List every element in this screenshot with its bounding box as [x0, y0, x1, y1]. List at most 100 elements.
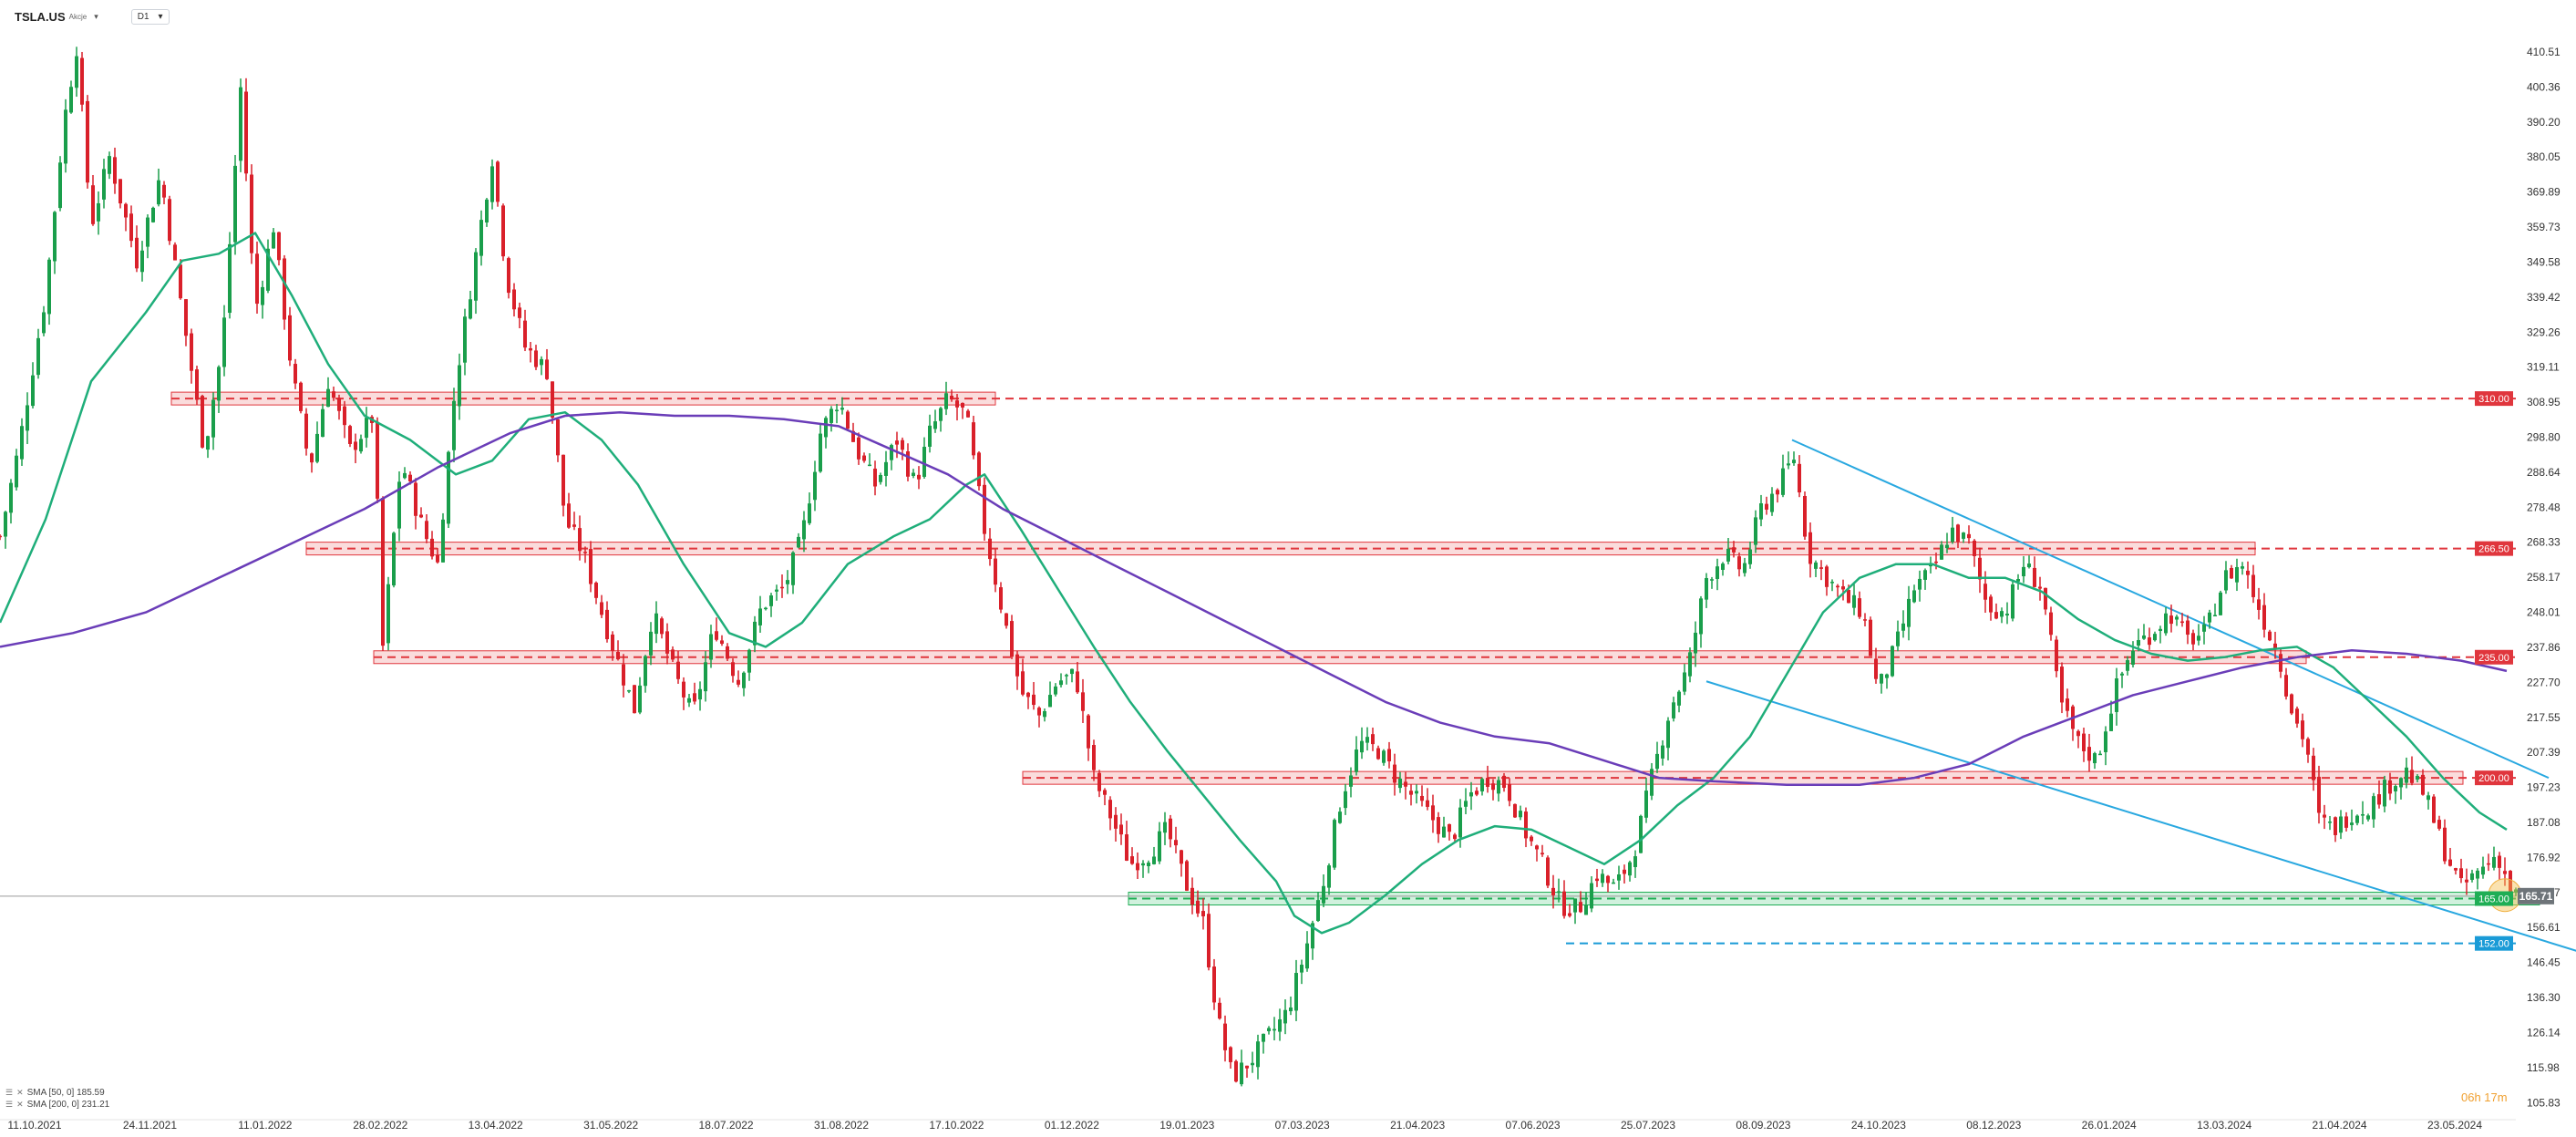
candle [80, 57, 84, 105]
y-tick-label: 105.83 [2527, 1096, 2561, 1109]
candle [436, 554, 439, 563]
candle [693, 693, 696, 702]
candle [895, 440, 899, 445]
candle [97, 202, 100, 222]
candle [2443, 827, 2447, 862]
level-badge[interactable] [2475, 391, 2513, 407]
candle [1240, 1062, 1243, 1085]
trendline-1[interactable] [1791, 439, 2550, 780]
candle [2448, 859, 2452, 866]
candle [764, 607, 768, 610]
y-tick-label: 308.95 [2527, 396, 2561, 408]
close-icon[interactable]: ✕ [16, 1088, 24, 1097]
candle [1294, 973, 1298, 1011]
candle [419, 514, 423, 518]
level-badge[interactable] [2475, 891, 2513, 906]
candle [179, 264, 182, 299]
indicator-settings-icon[interactable]: ☰ [5, 1088, 14, 1097]
candle [1333, 820, 1336, 868]
indicator-settings-icon[interactable]: ☰ [5, 1100, 14, 1109]
candle [1147, 863, 1150, 866]
candle [9, 482, 13, 513]
candle [1847, 590, 1850, 604]
candle [2399, 778, 2403, 788]
candle [2498, 855, 2501, 868]
candle [1666, 720, 1670, 749]
candle [780, 586, 784, 589]
candle [1584, 904, 1588, 915]
candle [572, 524, 576, 527]
candle [239, 87, 242, 161]
candle [1398, 778, 1402, 789]
candle [2164, 613, 2168, 634]
level-badge-label: 200.00 [2478, 773, 2509, 784]
candle [1819, 567, 1823, 569]
candle [562, 454, 565, 506]
y-tick-label: 339.42 [2527, 291, 2561, 304]
level-badge[interactable] [2475, 935, 2513, 951]
level-badge[interactable] [2475, 770, 2513, 786]
legend-label: SMA [50, 0] 185.59 [26, 1088, 105, 1098]
candle [157, 180, 160, 205]
candle [2115, 678, 2118, 712]
y-tick-label: 136.30 [2527, 991, 2561, 1004]
candle [1644, 791, 1648, 818]
symbol-name[interactable]: TSLA.US [15, 9, 66, 24]
y-tick-label: 126.14 [2527, 1026, 2561, 1039]
sma50-line[interactable] [0, 232, 2508, 935]
candle [211, 399, 215, 438]
candle [113, 157, 117, 184]
candle [441, 519, 445, 563]
candle [1305, 943, 1309, 969]
legend-item-sma50[interactable]: ☰ ✕ SMA [50, 0] 185.59 [5, 1087, 109, 1099]
candle [2301, 720, 2304, 739]
candle [135, 237, 139, 269]
candle [1650, 769, 1654, 796]
level-badge[interactable] [2475, 541, 2513, 556]
candle [195, 369, 199, 400]
candle [2366, 815, 2370, 820]
sma200-line[interactable] [0, 410, 2508, 786]
legend-item-sma200[interactable]: ☰ ✕ SMA [200, 0] 231.21 [5, 1099, 109, 1111]
candle [2492, 856, 2496, 868]
candle [1699, 598, 1703, 635]
candle [222, 317, 226, 367]
candle [2427, 795, 2430, 801]
symbol-dropdown-icon[interactable]: ▾ [94, 11, 98, 21]
candle [1798, 463, 1801, 493]
candle [1453, 834, 1457, 840]
candle [1437, 817, 1440, 834]
candle [2241, 566, 2244, 569]
x-tick-label: 24.11.2021 [123, 1119, 177, 1132]
candle [1393, 764, 1396, 783]
candle [2405, 767, 2408, 783]
candle [1765, 503, 1768, 510]
candle [2273, 643, 2277, 649]
trendline-2[interactable] [1705, 680, 2576, 974]
candle [1103, 790, 1107, 795]
candle [365, 418, 368, 439]
y-tick-label: 207.39 [2527, 746, 2561, 759]
x-tick-label: 11.01.2022 [238, 1119, 292, 1132]
candle [638, 685, 642, 713]
candle [846, 411, 850, 429]
candle [857, 437, 860, 460]
candle [15, 455, 18, 488]
candle [1830, 582, 1834, 584]
candle [1726, 548, 1730, 562]
candle [36, 337, 40, 376]
candle [709, 634, 713, 660]
close-icon[interactable]: ✕ [16, 1100, 24, 1109]
candle [2372, 796, 2375, 820]
candle [2251, 574, 2255, 597]
level-badge[interactable] [2475, 649, 2513, 665]
candle [1891, 646, 1894, 677]
candle [1365, 737, 1369, 743]
candle [151, 207, 155, 222]
timeframe-select[interactable]: D1 ▾ [130, 8, 170, 25]
level-badge-label: 235.00 [2478, 653, 2509, 664]
candle [529, 347, 532, 351]
candle [408, 474, 412, 481]
candle [1059, 680, 1063, 686]
